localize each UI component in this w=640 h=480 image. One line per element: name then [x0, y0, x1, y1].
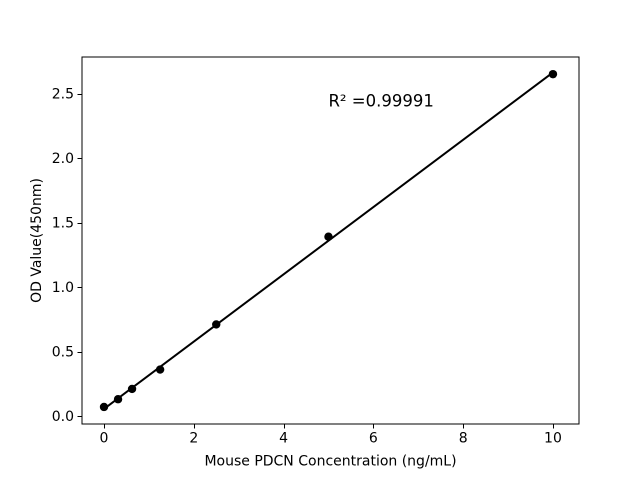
y-axis-tick-label: 0.5 — [52, 344, 74, 360]
data-point-marker — [324, 232, 333, 241]
x-axis-tick-label: 6 — [369, 431, 378, 447]
y-axis-tick-label: 2.0 — [52, 151, 74, 167]
y-axis-title: OD Value(450nm) — [29, 178, 45, 303]
x-axis-tick-label: 8 — [459, 431, 468, 447]
data-point-marker — [127, 384, 137, 394]
x-axis-tick-label: 0 — [100, 431, 109, 447]
y-axis-tick-label: 1.5 — [52, 215, 74, 231]
x-axis-title: Mouse PDCN Concentration (ng/mL) — [204, 454, 456, 470]
y-axis-tick-label: 1.0 — [52, 280, 74, 296]
y-axis-tick-label: 0.0 — [52, 409, 74, 425]
x-axis-tick-label: 2 — [189, 431, 198, 447]
data-point-marker — [548, 69, 558, 79]
data-point-marker — [99, 402, 109, 412]
r-squared-annotation: R² =0.99991 — [328, 91, 433, 110]
data-point-marker — [212, 320, 221, 329]
plot-spines — [81, 56, 580, 425]
x-axis-tick-label: 4 — [279, 431, 288, 447]
data-point-marker — [155, 365, 165, 374]
y-axis-tick-label: 2.5 — [52, 86, 74, 102]
x-axis-tick-label: 10 — [544, 431, 562, 447]
data-point-marker — [113, 395, 123, 404]
